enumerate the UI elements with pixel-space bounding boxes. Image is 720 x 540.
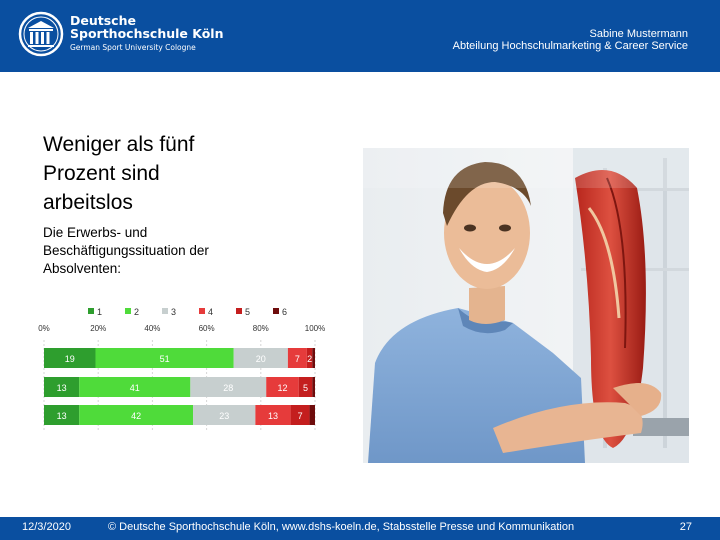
legend-swatch-5 [236,308,242,314]
page-number: 27 [679,521,692,533]
data-label: 41 [130,383,140,393]
header-bar: Deutsche Sporthochschule Köln German Spo… [0,0,720,72]
footer-bar: 12/3/2020 © Deutsche Sporthochschule Köl… [0,517,720,540]
slide-title: Weniger als fünf Prozent sind arbeitslos [43,130,293,217]
legend-label-3: 3 [171,307,176,317]
legend-label-5: 5 [245,307,250,317]
brand-name-line1: Deutsche [70,13,136,28]
slide-title-line1: Weniger als fünf [43,133,195,156]
footer-date: 12/3/2020 [22,521,71,533]
bar-segment-row1-s6 [312,348,315,368]
legend-swatch-3 [162,308,168,314]
data-label: 5 [303,383,308,393]
bar-segment-row3-s5 [290,405,310,425]
slide-subtitle: Die Erwerbs- und Beschäftigungssituation… [43,224,283,278]
brand-name-line2: Sporthochschule Köln [70,26,224,41]
x-tick-label: 40% [144,324,160,333]
data-label: 12 [277,383,287,393]
legend-label-6: 6 [282,307,287,317]
legend-swatch-2 [125,308,131,314]
x-tick-label: 0% [38,324,50,333]
bar-segment-row3-s3 [193,405,256,425]
data-label: 13 [57,411,67,421]
legend-swatch-4 [199,308,205,314]
legend-label-2: 2 [134,307,139,317]
bar-segment-row1-s3 [233,348,288,368]
bar-segment-row3-s1 [44,405,80,425]
footer-copyright: © Deutsche Sporthochschule Köln, www.dsh… [108,521,575,533]
slide-subtitle-line2: Beschäftigungssituation der [43,243,209,258]
author-name: Sabine Mustermann [589,28,688,40]
bar-segment-row2-s5 [298,377,313,397]
bar-segment-row1-s4 [287,348,307,368]
bar-segment-row3-s6 [309,405,315,425]
x-tick-label: 100% [305,324,325,333]
bar-segment-row2-s4 [266,377,299,397]
anatomy-model-photo [363,148,689,463]
slide-title-line2: Prozent sind [43,162,160,185]
bar-segment-row3-s2 [79,405,194,425]
legend-label-1: 1 [97,307,102,317]
bar-segment-row1-s1 [44,348,96,368]
data-label: 7 [295,354,300,364]
data-label: 19 [65,354,75,364]
bar-segment-row1-s5 [306,348,313,368]
data-label: 20 [256,354,266,364]
data-label: 7 [298,411,303,421]
x-tick-label: 60% [199,324,215,333]
bar-segment-row2-s3 [190,377,267,397]
brand-subtitle: German Sport University Cologne [70,43,196,52]
department-name: Abteilung Hochschulmarketing & Career Se… [452,40,688,52]
legend-label-4: 4 [208,307,213,317]
data-label: 2 [307,354,312,364]
bar-segment-row3-s4 [255,405,291,425]
x-tick-label: 20% [90,324,106,333]
legend-swatch-1 [88,308,94,314]
slide-subtitle-line1: Die Erwerbs- und [43,225,148,240]
slide-title-line3: arbeitslos [43,191,133,214]
bar-segment-row2-s6 [312,377,315,397]
legend-swatch-6 [273,308,279,314]
bar-segment-row2-s1 [44,377,80,397]
bar-segment-row2-s2 [79,377,191,397]
data-label: 23 [219,411,229,421]
slide-subtitle-line3: Absolventen: [43,261,122,276]
x-tick-label: 80% [253,324,269,333]
employment-stacked-bar-chart: 1 2 3 4 5 60% 20% 40% 60% 80% 100%19 51 20 7 213 41 28 12… [38,307,325,430]
university-logo-icon [18,11,64,57]
data-label: 13 [268,411,278,421]
data-label: 51 [160,354,170,364]
bar-segment-row1-s2 [95,348,234,368]
data-label: 42 [131,411,141,421]
data-label: 13 [57,383,67,393]
data-label: 28 [223,383,233,393]
